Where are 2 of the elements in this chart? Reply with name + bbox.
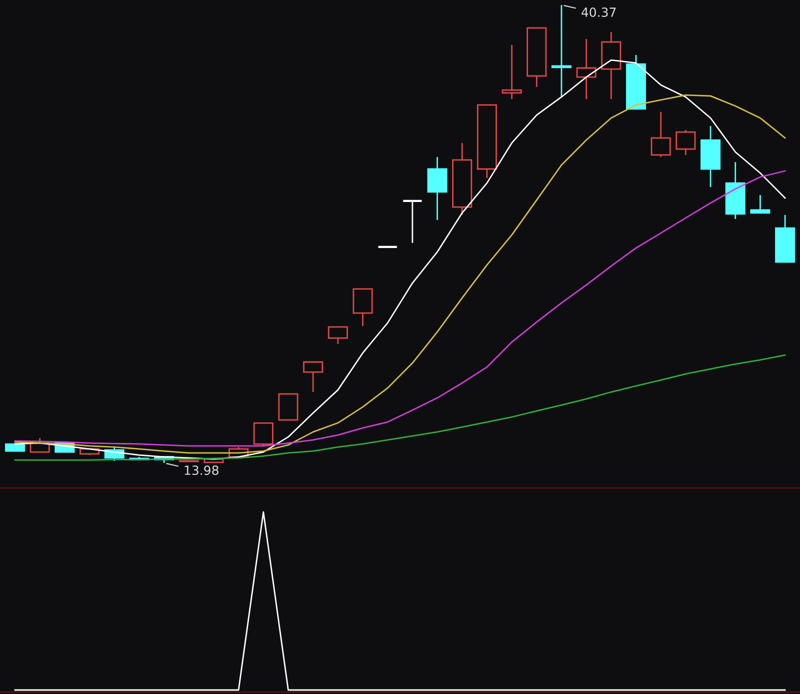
text: 13.98	[184, 466, 218, 475]
annotation: 40.37	[582, 8, 616, 17]
